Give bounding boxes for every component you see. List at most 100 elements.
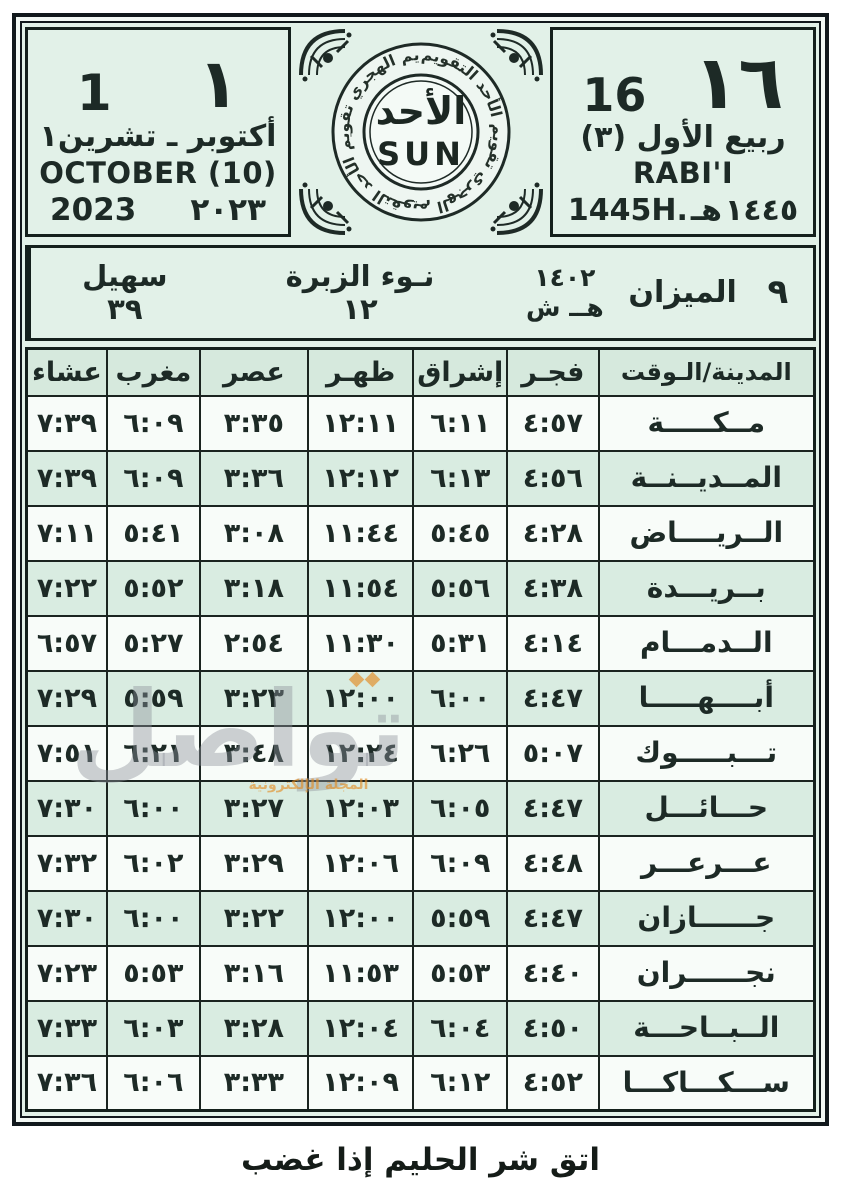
nau-name: نـوء الزبرة bbox=[285, 258, 435, 293]
calendar-page: 1 ١ أكتوبر ـ تشرين١ OCTOBER (10) 2023 ٢٠… bbox=[0, 13, 841, 1201]
isha-time-cell: ٧:٣٢ bbox=[25, 834, 108, 892]
isha-time-cell: ٧:٢٢ bbox=[25, 559, 108, 617]
isha-time-cell: ٦:٥٧ bbox=[25, 614, 108, 672]
ishraq-time-cell: ٥:٥٣ bbox=[412, 944, 509, 1002]
ishraq-time-cell: ٦:٠٠ bbox=[412, 669, 509, 727]
weekday-arabic-label: الأحد bbox=[375, 87, 466, 133]
header-fajr: فجـر bbox=[506, 347, 600, 397]
city-cell: جــــــازان bbox=[597, 889, 816, 947]
solar-hijri-era: هــ ش bbox=[526, 293, 604, 322]
inner-frame: 1 ١ أكتوبر ـ تشرين١ OCTOBER (10) 2023 ٢٠… bbox=[20, 21, 821, 1118]
dhuhr-time-cell: ١٢:٠٠ bbox=[306, 669, 415, 727]
table-row: حـــائـــل ٤:٤٧ ٦:٠٥ ١٢:٠٣ ٣:٢٧ ٦:٠٠ ٧:٣٠ bbox=[25, 779, 816, 837]
gregorian-day-arabic: ١ bbox=[197, 45, 240, 125]
ishraq-time-cell: ٦:١٣ bbox=[412, 449, 509, 507]
sun-day-emblem-icon: التقويم الهجري تقويم الأحد التقويم الهجر… bbox=[297, 27, 543, 235]
corner-ornament-icon bbox=[488, 180, 543, 235]
header-section: 1 ١ أكتوبر ـ تشرين١ OCTOBER (10) 2023 ٢٠… bbox=[25, 27, 816, 237]
isha-time-cell: ٧:٣٩ bbox=[25, 449, 108, 507]
ishraq-time-cell: ٦:١١ bbox=[412, 394, 509, 452]
table-row: الــدمـــام ٤:١٤ ٥:٣١ ١١:٣٠ ٢:٥٤ ٥:٢٧ ٦:٥٧ bbox=[25, 614, 816, 672]
asr-time-cell: ٣:٢٩ bbox=[198, 834, 309, 892]
table-row: الــريــــاض ٤:٢٨ ٥:٤٥ ١١:٤٤ ٣:٠٨ ٥:٤١ ٧:١١ bbox=[25, 504, 816, 562]
hijri-year-row: 1445H. هـ ١٤٤٥ bbox=[559, 193, 807, 228]
gregorian-year-arabic: ٢٠٢٣ bbox=[190, 191, 266, 228]
table-row: جــــــازان ٤:٤٧ ٥:٥٩ ١٢:٠٠ ٣:٢٢ ٦:٠٠ ٧:٣٠ bbox=[25, 889, 816, 947]
ishraq-time-cell: ٦:١٢ bbox=[412, 1054, 509, 1112]
maghrib-time-cell: ٥:٥٩ bbox=[105, 669, 201, 727]
maghrib-time-cell: ٦:٠٠ bbox=[105, 889, 201, 947]
asr-time-cell: ٣:٢٣ bbox=[198, 669, 309, 727]
dhuhr-time-cell: ١٢:٠٦ bbox=[306, 834, 415, 892]
table-row: عـــرعـــر ٤:٤٨ ٦:٠٩ ١٢:٠٦ ٣:٢٩ ٦:٠٢ ٧:٣٢ bbox=[25, 834, 816, 892]
hijri-day-latin: 16 bbox=[582, 68, 647, 122]
solar-hijri-year: ١٤٠٢ bbox=[534, 263, 596, 292]
maghrib-time-cell: ٦:٠٩ bbox=[105, 449, 201, 507]
nau-cell: نـوء الزبرة ١٢ bbox=[219, 248, 502, 338]
fajr-time-cell: ٤:٥٦ bbox=[506, 449, 600, 507]
table-row: ســـكـــاكـــا ٤:٥٢ ٦:١٢ ١٢:٠٩ ٣:٣٣ ٦:٠٦ ٧:٣٦ bbox=[25, 1054, 816, 1112]
city-cell: تـــبـــــوك bbox=[597, 724, 816, 782]
header-asr: عصر bbox=[198, 347, 309, 397]
ishraq-time-cell: ٦:٠٩ bbox=[412, 834, 509, 892]
asr-time-cell: ٢:٥٤ bbox=[198, 614, 309, 672]
maghrib-time-cell: ٦:٠٢ bbox=[105, 834, 201, 892]
fajr-time-cell: ٤:٣٨ bbox=[506, 559, 600, 617]
city-cell: عـــرعـــر bbox=[597, 834, 816, 892]
zodiac-day: ٩ bbox=[767, 272, 789, 313]
gregorian-year-row: 2023 ٢٠٢٣ bbox=[34, 192, 282, 228]
ishraq-time-cell: ٥:٥٦ bbox=[412, 559, 509, 617]
dhuhr-time-cell: ١١:٥٣ bbox=[306, 944, 415, 1002]
city-cell: الــبــاحـــة bbox=[597, 999, 816, 1057]
table-row: المــديــنــة ٤:٥٦ ٦:١٣ ١٢:١٢ ٣:٣٦ ٦:٠٩ ٧:٣٩ bbox=[25, 449, 816, 507]
city-cell: أبــــهـــــا bbox=[597, 669, 816, 727]
maghrib-time-cell: ٥:٥٢ bbox=[105, 559, 201, 617]
isha-time-cell: ٧:٣٠ bbox=[25, 779, 108, 837]
fajr-time-cell: ٥:٠٧ bbox=[506, 724, 600, 782]
header-isha: عشاء bbox=[25, 347, 108, 397]
asr-time-cell: ٣:٣٦ bbox=[198, 449, 309, 507]
asr-time-cell: ٣:٤٨ bbox=[198, 724, 309, 782]
maghrib-time-cell: ٦:٢١ bbox=[105, 724, 201, 782]
nau-value: ١٢ bbox=[342, 292, 378, 326]
fajr-time-cell: ٤:٤٧ bbox=[506, 779, 600, 837]
suhail-name: سهيل bbox=[82, 258, 168, 293]
gregorian-date-box: 1 ١ أكتوبر ـ تشرين١ OCTOBER (10) 2023 ٢٠… bbox=[25, 27, 291, 237]
asr-time-cell: ٣:٣٣ bbox=[198, 1054, 309, 1112]
asr-time-cell: ٣:٢٢ bbox=[198, 889, 309, 947]
fajr-time-cell: ٤:٥٠ bbox=[506, 999, 600, 1057]
asr-time-cell: ٣:٣٥ bbox=[198, 394, 309, 452]
dhuhr-time-cell: ١١:٣٠ bbox=[306, 614, 415, 672]
weekday-logo: التقويم الهجري تقويم الأحد التقويم الهجر… bbox=[296, 27, 546, 237]
hijri-year-latin: 1445H. bbox=[567, 192, 688, 228]
hijri-month-arabic: ربيع الأول (٣) bbox=[580, 119, 786, 155]
fajr-time-cell: ٤:٥٢ bbox=[506, 1054, 600, 1112]
header-city: المدينة/الـوقت bbox=[597, 347, 816, 397]
suhail-value: ٣٩ bbox=[107, 292, 143, 326]
corner-ornament-icon bbox=[298, 180, 353, 235]
asr-time-cell: ٣:١٨ bbox=[198, 559, 309, 617]
astronomy-strip: سهيل ٣٩ نـوء الزبرة ١٢ ١٤٠٢ هــ ش الميزا… bbox=[25, 245, 816, 341]
maghrib-time-cell: ٦:٠٣ bbox=[105, 999, 201, 1057]
ishraq-time-cell: ٦:٠٥ bbox=[412, 779, 509, 837]
dhuhr-time-cell: ١٢:٠٣ bbox=[306, 779, 415, 837]
ishraq-time-cell: ٥:٤٥ bbox=[412, 504, 509, 562]
hijri-day-row: 16 ١٦ bbox=[559, 32, 807, 122]
hijri-year-arabic: ١٤٤٥ bbox=[724, 192, 799, 228]
gregorian-month-english: OCTOBER (10) bbox=[39, 155, 277, 190]
gregorian-day-row: 1 ١ bbox=[34, 32, 282, 125]
maghrib-time-cell: ٥:٤١ bbox=[105, 504, 201, 562]
table-header-row: المدينة/الـوقت فجـر إشراق ظهـر عصر مغرب … bbox=[25, 347, 816, 397]
city-cell: ســـكـــاكـــا bbox=[597, 1054, 816, 1112]
header-ishraq: إشراق bbox=[412, 347, 509, 397]
maghrib-time-cell: ٦:٠٦ bbox=[105, 1054, 201, 1112]
dhuhr-time-cell: ١١:٥٤ bbox=[306, 559, 415, 617]
table-row: تـــبـــــوك ٥:٠٧ ٦:٢٦ ١٢:٢٤ ٣:٤٨ ٦:٢١ ٧:٥١ bbox=[25, 724, 816, 782]
solar-hijri-stack: ١٤٠٢ هــ ش bbox=[526, 263, 604, 323]
maghrib-time-cell: ٥:٥٣ bbox=[105, 944, 201, 1002]
ishraq-time-cell: ٦:٢٦ bbox=[412, 724, 509, 782]
corner-ornament-icon bbox=[488, 29, 543, 84]
hijri-year-heh: هـ bbox=[690, 192, 722, 228]
ishraq-time-cell: ٥:٥٩ bbox=[412, 889, 509, 947]
isha-time-cell: ٧:٣٦ bbox=[25, 1054, 108, 1112]
